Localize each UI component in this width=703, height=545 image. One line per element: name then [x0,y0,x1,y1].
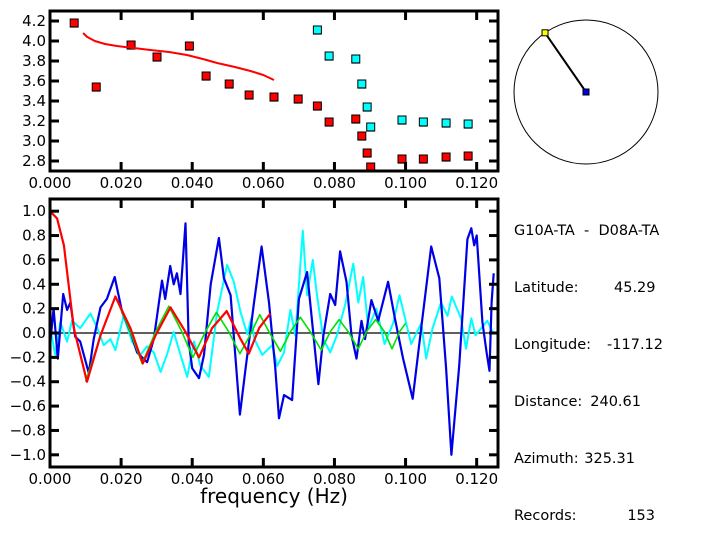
info-row-records: Records: 153 [514,507,663,526]
y-tick-label: −0.6 [10,397,46,415]
red-data-point [293,94,303,104]
info-value: 240.61 [590,394,641,410]
x-axis-label: frequency (Hz) [200,484,348,508]
red-data-point [91,82,101,92]
blue-series-line [50,222,495,456]
x-tick-label: 0.060 [242,174,285,192]
y-tick-label: 0.6 [22,251,46,269]
y-tick-label: 0.8 [22,227,46,245]
y-tick-label: 0.4 [22,275,46,293]
cyan-data-point [312,25,322,35]
cyan-data-point [366,122,376,132]
red-data-point [244,90,254,100]
azimuth-line [544,32,587,93]
y-tick-label: −0.8 [10,421,46,439]
x-tick-label: 0.100 [384,174,427,192]
red-data-point [362,148,372,158]
figure: 0.000 0.020 0.040 0.060 0.080 0.100 0.120 2.8 3.… [10,9,659,508]
info-label: Azimuth: [514,451,579,467]
y-tick-label: 2.8 [22,152,46,170]
info-value: -117.12 [607,337,663,353]
info-value: 45.29 [614,280,656,296]
red-data-point [224,79,234,89]
dispersion-plot: 0.000 0.020 0.040 0.060 0.080 0.100 0.120 2.8 3.… [22,9,500,192]
compass-circle [513,19,659,165]
y-tick-label: 3.4 [22,92,46,110]
x-tick-label: 0.080 [313,470,356,488]
red-data-point [152,52,162,62]
red-data-point [324,117,334,127]
red-data-point [441,152,451,162]
red-series-line [50,210,272,383]
red-data-point [366,162,376,171]
info-value: 153 [627,508,655,524]
y-tick-label: −0.2 [10,348,46,366]
x-tick-label: 0.060 [242,470,285,488]
cyan-data-point [362,102,372,112]
cyan-series-line [50,229,495,378]
red-data-point [184,41,194,51]
red-data-point [397,154,407,164]
red-data-point [357,131,367,141]
x-tick-label: 0.000 [29,470,72,488]
cyan-data-point [463,119,473,129]
y-tick-label: −0.4 [10,373,46,391]
x-tick-label: 0.080 [313,174,356,192]
y-tick-label: 4.2 [22,12,46,30]
red-data-point [351,114,361,124]
info-label: Longitude: [514,337,592,353]
info-row-distance: Distance: 240.61 [514,393,663,412]
red-data-point [463,151,473,161]
y-tick-label: 1.0 [22,202,46,220]
y-tick-label: 0.2 [22,300,46,318]
y-tick-label: 3.2 [22,112,46,130]
y-tick-label: 0.0 [22,324,46,342]
cyan-data-point [324,51,334,61]
cyan-data-point [351,54,361,64]
cyan-data-point [418,117,428,127]
station-marker-icon [541,29,549,37]
x-tick-label: 0.120 [455,174,498,192]
info-row-azimuth: Azimuth: 325.31 [514,450,663,469]
red-data-point [312,101,322,111]
y-tick-label: 4.0 [22,32,46,50]
info-row-latitude: Latitude: 45.29 [514,279,663,298]
y-tick-label: 3.6 [22,72,46,90]
red-data-point [201,71,211,81]
green-series-line [84,295,407,382]
x-tick-label: 0.120 [455,470,498,488]
plot-frame [48,9,500,173]
cyan-data-point [357,79,367,89]
info-label: Latitude: [514,280,579,296]
station-info-panel: G10A-TA - D08A-TA Latitude: 45.29 Longitu… [514,184,663,545]
x-tick-label: 0.040 [171,470,214,488]
x-tick-label: 0.000 [29,174,72,192]
center-station-marker-icon [582,88,590,96]
red-data-point [69,18,79,28]
info-label: Records: [514,508,577,524]
y-tick-label: 3.8 [22,52,46,70]
cyan-data-point [441,118,451,128]
cyan-data-point [397,115,407,125]
correlation-plot: 0.000 0.020 0.040 0.060 0.080 0.100 0.120 −1.0 −… [10,197,500,508]
data-layer [69,18,473,171]
x-tick-label: 0.040 [171,174,214,192]
station-pair-title: G10A-TA - D08A-TA [514,223,660,239]
y-tick-label: 3.0 [22,132,46,150]
red-series-line [82,32,275,81]
info-row-longitude: Longitude: -117.12 [514,336,663,355]
y-tick-label: −1.0 [10,446,46,464]
x-tick-label: 0.020 [100,174,143,192]
x-tick-label: 0.100 [384,470,427,488]
red-data-point [269,92,279,102]
info-label: Distance: [514,394,583,410]
data-layer [50,210,495,456]
x-tick-label: 0.020 [100,470,143,488]
azimuth-compass [513,19,659,165]
info-value: 325.31 [584,451,635,467]
red-data-point [418,154,428,164]
